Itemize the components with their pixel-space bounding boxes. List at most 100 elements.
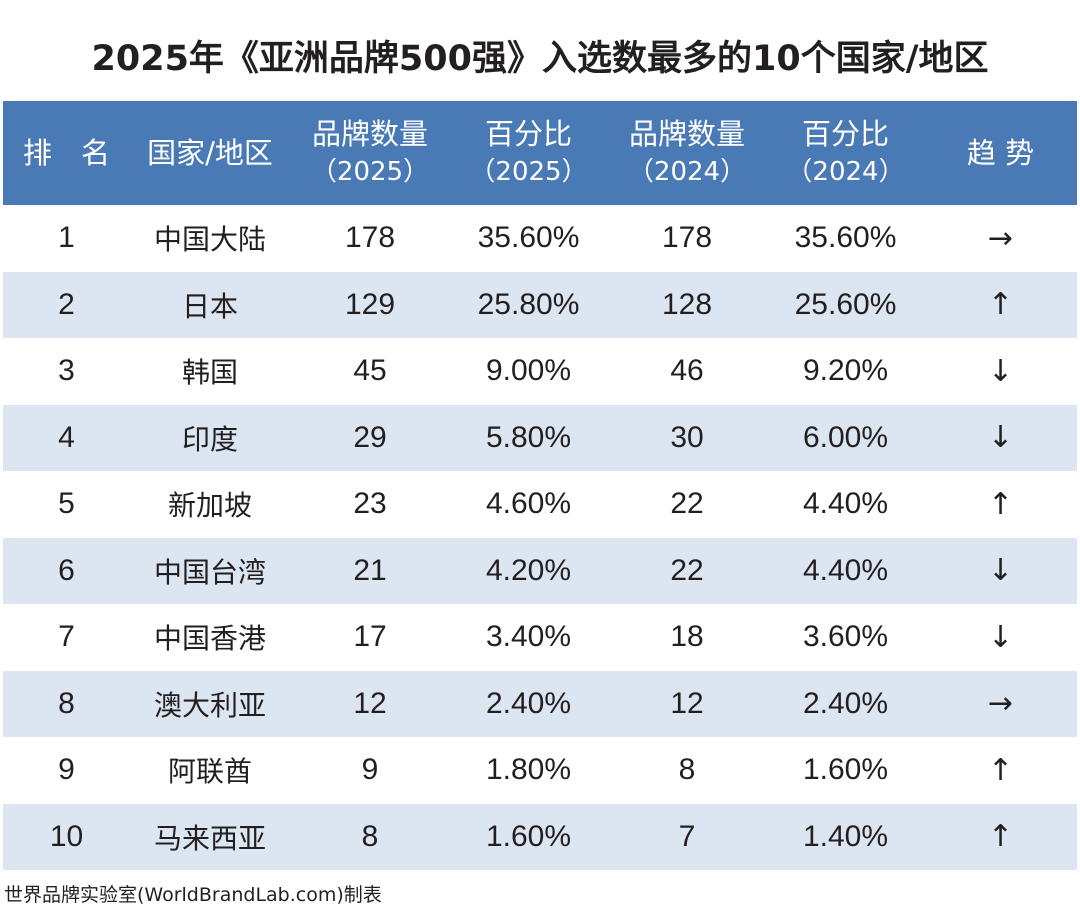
count-2025-cell: 129 bbox=[344, 287, 396, 321]
trend-arrow-icon: ↓ bbox=[987, 353, 1014, 389]
rank-cell: 6 bbox=[58, 553, 75, 587]
header-rank-label: 排 名 bbox=[22, 136, 110, 170]
table-row: 7 中国香港 17 3.40% 18 3.60% ↓ bbox=[3, 604, 1077, 671]
count-2025-cell: 29 bbox=[353, 420, 387, 454]
pct-2024-cell: 4.40% bbox=[802, 553, 889, 587]
header-trend: 趋 势 bbox=[924, 101, 1077, 205]
pct-2025-cell: 25.80% bbox=[477, 287, 580, 321]
count-2025-cell: 8 bbox=[361, 819, 379, 853]
count-2025-cell: 17 bbox=[353, 620, 387, 654]
table-row: 10 马来西亚 8 1.60% 7 1.40% ↑ bbox=[3, 803, 1077, 870]
header-pct-2024: 百分比 （2024） bbox=[767, 101, 924, 205]
rank-cell: 10 bbox=[49, 819, 84, 853]
rank-cell: 5 bbox=[58, 487, 75, 521]
page-title: 2025年《亚洲品牌500强》入选数最多的10个国家/地区 bbox=[91, 39, 989, 79]
region-cell: 韩国 bbox=[181, 356, 238, 390]
trend-arrow-icon: → bbox=[987, 220, 1014, 256]
trend-arrow-icon: ↓ bbox=[987, 553, 1014, 589]
region-cell: 日本 bbox=[181, 289, 238, 323]
rank-cell: 2 bbox=[58, 287, 75, 321]
pct-2025-cell: 5.80% bbox=[485, 420, 572, 454]
table-row: 4 印度 29 5.80% 30 6.00% ↓ bbox=[3, 404, 1077, 471]
count-2024-cell: 8 bbox=[678, 753, 696, 787]
header-count-2024-label: 品牌数量 bbox=[628, 117, 745, 151]
rank-cell: 8 bbox=[58, 686, 75, 720]
pct-2025-cell: 4.60% bbox=[485, 487, 572, 521]
pct-2024-cell: 4.40% bbox=[802, 487, 889, 521]
count-2025-cell: 21 bbox=[353, 553, 387, 587]
pct-2025-cell: 9.00% bbox=[485, 354, 572, 388]
table-row: 1 中国大陆 178 35.60% 178 35.60% → bbox=[3, 205, 1077, 272]
table-body: 1 中国大陆 178 35.60% 178 35.60% → 2 日本 129 … bbox=[3, 205, 1077, 870]
rank-cell: 1 bbox=[58, 221, 75, 255]
table-row: 8 澳大利亚 12 2.40% 12 2.40% → bbox=[3, 670, 1077, 737]
pct-2024-cell: 1.40% bbox=[802, 819, 889, 853]
count-2024-cell: 18 bbox=[670, 620, 704, 654]
count-2025-cell: 45 bbox=[353, 354, 387, 388]
trend-arrow-icon: ↑ bbox=[987, 819, 1014, 855]
rank-cell: 3 bbox=[58, 354, 75, 388]
header-count-2025-year: （2025） bbox=[310, 157, 430, 187]
rank-cell: 7 bbox=[58, 620, 75, 654]
header-count-2024: 品牌数量 （2024） bbox=[607, 101, 767, 205]
region-cell: 中国大陆 bbox=[153, 223, 266, 257]
region-cell: 中国香港 bbox=[153, 622, 266, 656]
table-row: 5 新加坡 23 4.60% 22 4.40% ↑ bbox=[3, 471, 1077, 538]
count-2024-cell: 46 bbox=[670, 354, 704, 388]
table-row: 9 阿联酋 9 1.80% 8 1.60% ↑ bbox=[3, 737, 1077, 804]
pct-2025-cell: 3.40% bbox=[485, 620, 572, 654]
header-count-2024-year: （2024） bbox=[627, 157, 747, 187]
pct-2025-cell: 4.20% bbox=[485, 553, 572, 587]
rank-cell: 9 bbox=[58, 753, 75, 787]
count-2025-cell: 9 bbox=[361, 753, 379, 787]
header-count-2025: 品牌数量 （2025） bbox=[290, 101, 450, 205]
region-cell: 马来西亚 bbox=[153, 821, 266, 855]
pct-2025-cell: 1.60% bbox=[485, 819, 572, 853]
region-cell: 中国台湾 bbox=[153, 555, 266, 589]
header-pct-2025: 百分比 （2025） bbox=[450, 101, 607, 205]
count-2024-cell: 178 bbox=[661, 221, 713, 255]
region-cell: 阿联酋 bbox=[167, 755, 252, 789]
pct-2025-cell: 35.60% bbox=[477, 221, 580, 255]
header-count-2025-label: 品牌数量 bbox=[311, 117, 428, 151]
count-2024-cell: 30 bbox=[670, 420, 704, 454]
count-2024-cell: 22 bbox=[670, 487, 704, 521]
trend-arrow-icon: → bbox=[987, 686, 1014, 722]
pct-2025-cell: 2.40% bbox=[485, 686, 572, 720]
count-2025-cell: 23 bbox=[353, 487, 387, 521]
pct-2024-cell: 1.60% bbox=[802, 753, 889, 787]
count-2024-cell: 22 bbox=[670, 553, 704, 587]
trend-arrow-icon: ↑ bbox=[987, 486, 1014, 522]
table-row: 3 韩国 45 9.00% 46 9.20% ↓ bbox=[3, 338, 1077, 405]
rank-cell: 4 bbox=[58, 420, 75, 454]
trend-arrow-icon: ↓ bbox=[987, 420, 1014, 456]
header-region: 国家/地区 bbox=[130, 101, 290, 205]
count-2025-cell: 12 bbox=[353, 686, 387, 720]
count-2025-cell: 178 bbox=[344, 221, 396, 255]
pct-2024-cell: 2.40% bbox=[802, 686, 889, 720]
region-cell: 新加坡 bbox=[167, 489, 252, 523]
pct-2024-cell: 35.60% bbox=[794, 221, 897, 255]
header-pct-2024-year: （2024） bbox=[786, 157, 905, 187]
pct-2024-cell: 9.20% bbox=[802, 354, 889, 388]
count-2024-cell: 7 bbox=[678, 819, 696, 853]
pct-2024-cell: 25.60% bbox=[794, 287, 897, 321]
pct-2024-cell: 3.60% bbox=[802, 620, 889, 654]
header-pct-2025-year: （2025） bbox=[469, 157, 588, 187]
source-credit: 世界品牌实验室(WorldBrandLab.com)制表 bbox=[4, 884, 382, 906]
ranking-table: 排 名 国家/地区 品牌数量 （2025） 百分比 （2025） 品牌数量 （2… bbox=[3, 101, 1077, 870]
header-region-label: 国家/地区 bbox=[147, 136, 273, 170]
trend-arrow-icon: ↑ bbox=[987, 752, 1014, 788]
header-pct-2025-label: 百分比 bbox=[484, 117, 572, 151]
header-pct-2024-label: 百分比 bbox=[801, 117, 889, 151]
table-row: 6 中国台湾 21 4.20% 22 4.40% ↓ bbox=[3, 537, 1077, 604]
region-cell: 澳大利亚 bbox=[153, 688, 266, 722]
header-trend-label: 趋 势 bbox=[966, 136, 1035, 170]
count-2024-cell: 128 bbox=[661, 287, 713, 321]
header-rank: 排 名 bbox=[3, 101, 130, 205]
table-header: 排 名 国家/地区 品牌数量 （2025） 百分比 （2025） 品牌数量 （2… bbox=[3, 101, 1077, 205]
count-2024-cell: 12 bbox=[670, 686, 704, 720]
trend-arrow-icon: ↓ bbox=[987, 619, 1014, 655]
pct-2025-cell: 1.80% bbox=[485, 753, 572, 787]
table-row: 2 日本 129 25.80% 128 25.60% ↑ bbox=[3, 271, 1077, 338]
